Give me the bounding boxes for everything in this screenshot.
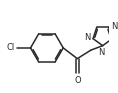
Text: O: O <box>74 76 81 85</box>
Text: N: N <box>112 22 118 31</box>
Text: Cl: Cl <box>6 43 15 52</box>
Text: N: N <box>84 33 90 42</box>
Text: N: N <box>98 48 105 57</box>
